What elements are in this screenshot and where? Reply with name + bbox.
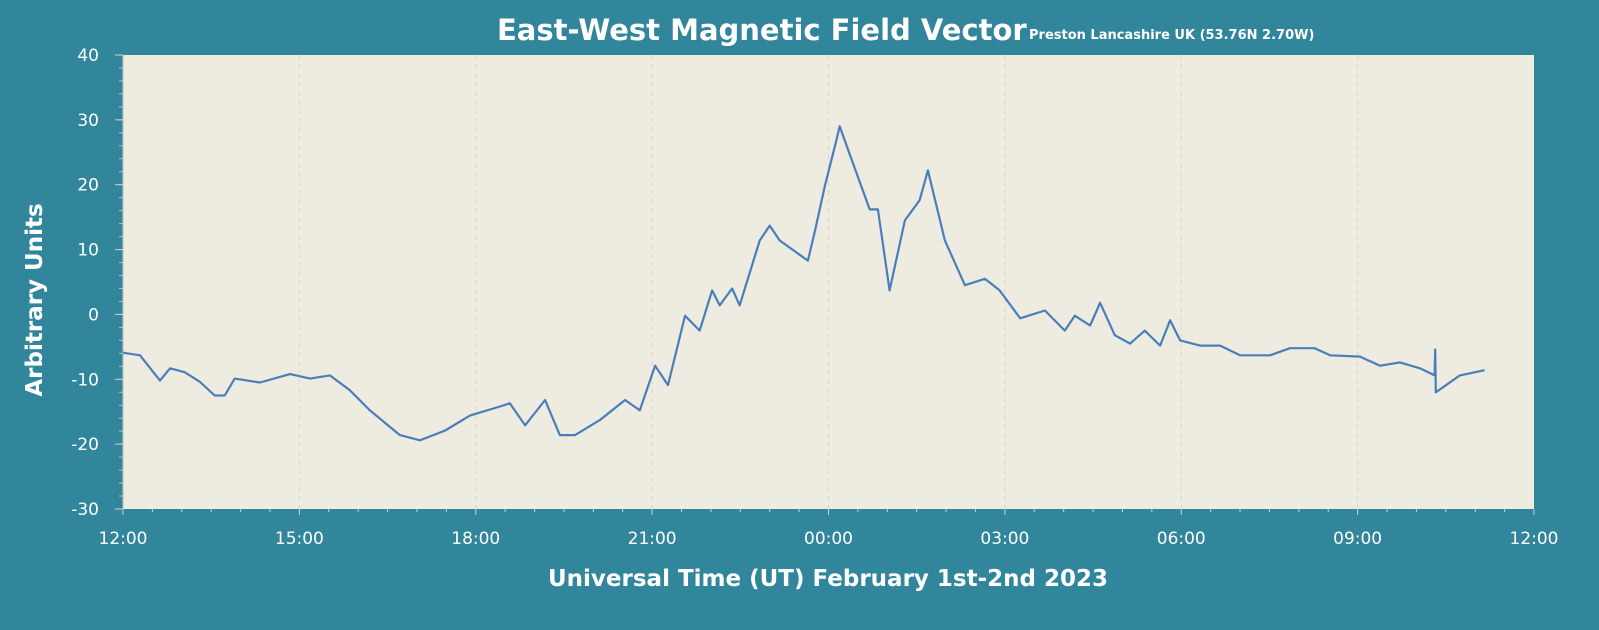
x-tick-label: 12:00 bbox=[1510, 529, 1559, 549]
y-axis: 40 30 20 10 0 -10 -20 -30 bbox=[71, 46, 123, 520]
y-axis-label: Arbitrary Units bbox=[22, 203, 48, 396]
x-tick-label: 00:00 bbox=[804, 529, 853, 549]
x-tick-label: 03:00 bbox=[980, 529, 1029, 549]
x-tick-label: 15:00 bbox=[275, 529, 324, 549]
y-tick-label: -10 bbox=[71, 370, 99, 390]
chart-subtitle: Preston Lancashire UK (53.76N 2.70W) bbox=[1029, 28, 1314, 43]
x-tick-label: 06:00 bbox=[1157, 529, 1206, 549]
y-tick-label: -20 bbox=[71, 435, 99, 455]
x-tick-label: 12:00 bbox=[99, 529, 148, 549]
y-tick-label: 30 bbox=[77, 111, 99, 131]
chart-title: East-West Magnetic Field Vector bbox=[497, 13, 1027, 47]
x-axis: 12:00 15:00 18:00 21:00 00:00 03:00 06:00 09:00… bbox=[99, 509, 1559, 549]
y-tick-label: 40 bbox=[77, 46, 99, 66]
x-axis-label: Universal Time (UT) February 1st-2nd 202… bbox=[548, 566, 1108, 592]
y-tick-label: 10 bbox=[77, 241, 99, 261]
y-tick-label: 0 bbox=[88, 305, 99, 325]
x-tick-label: 09:00 bbox=[1333, 529, 1382, 549]
x-tick-label: 21:00 bbox=[628, 529, 677, 549]
y-tick-label: 20 bbox=[77, 176, 99, 196]
y-tick-label: -30 bbox=[71, 500, 99, 520]
x-tick-label: 18:00 bbox=[451, 529, 500, 549]
